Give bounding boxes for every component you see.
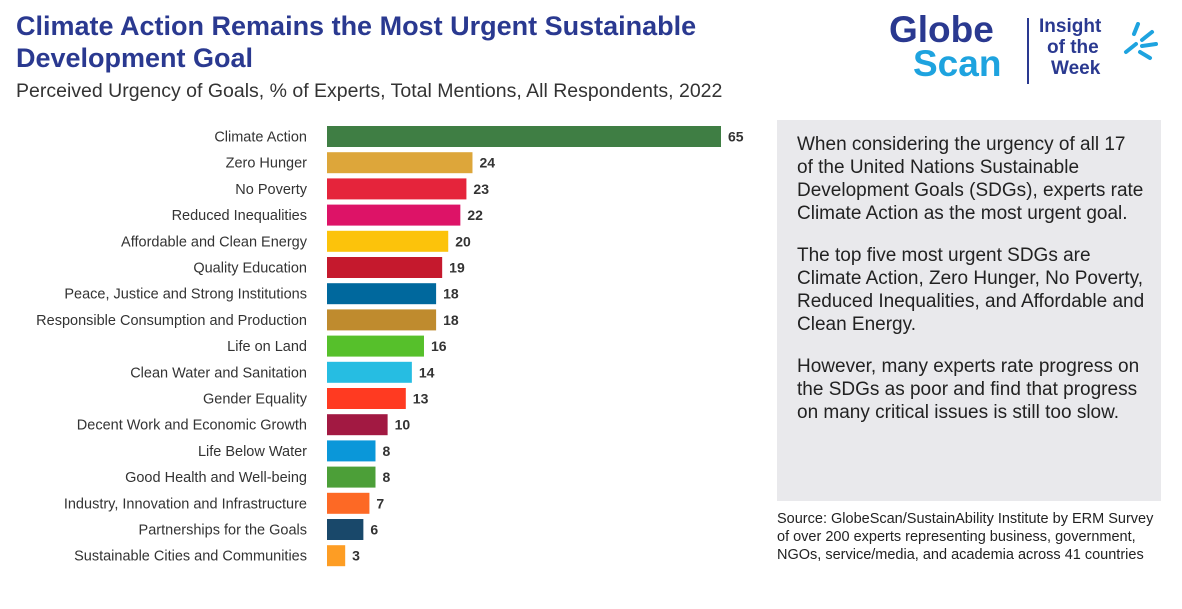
value-label: 24 xyxy=(479,155,495,171)
bar xyxy=(327,309,437,331)
category-label: Affordable and Clean Energy xyxy=(121,234,308,250)
insight-panel: When considering the urgency of all 17 o… xyxy=(777,120,1161,501)
bar xyxy=(327,257,443,278)
category-label: Reduced Inequalities xyxy=(172,208,307,224)
value-label: 13 xyxy=(413,391,429,407)
category-label: Zero Hunger xyxy=(226,156,308,172)
bar xyxy=(327,283,437,305)
bar xyxy=(327,335,424,357)
sparkle-icon xyxy=(1124,22,1158,60)
bar xyxy=(327,492,370,514)
logo-brand-line1: Globe xyxy=(889,9,994,50)
value-label: 23 xyxy=(473,181,489,197)
chart-title: Climate Action Remains the Most Urgent S… xyxy=(16,11,697,73)
insight-paragraph-3: However, many experts rate progress on t… xyxy=(797,356,1140,423)
logo-divider xyxy=(1027,18,1029,84)
value-label: 18 xyxy=(443,286,459,302)
value-label: 22 xyxy=(467,207,483,223)
value-label: 14 xyxy=(419,364,435,380)
category-label: Responsible Consumption and Production xyxy=(36,313,307,329)
bar xyxy=(327,388,406,409)
value-label: 20 xyxy=(455,233,471,249)
value-label: 7 xyxy=(376,495,384,511)
category-label: Climate Action xyxy=(214,130,307,146)
category-label: Life Below Water xyxy=(198,444,307,460)
bar xyxy=(327,230,449,252)
bar xyxy=(327,545,346,567)
bar xyxy=(327,126,721,147)
bar xyxy=(327,414,388,436)
bar xyxy=(327,204,461,226)
bar xyxy=(327,466,376,488)
bar-chart: Climate Action 65 Zero Hunger 24 No Poverty 2… xyxy=(36,126,744,567)
logo-brand-line2: Scan xyxy=(913,43,1002,84)
category-label: Life on Land xyxy=(227,339,307,355)
category-label: Quality Education xyxy=(193,261,307,277)
category-label: Good Health and Well-being xyxy=(125,470,307,486)
bar xyxy=(327,519,364,540)
value-label: 16 xyxy=(431,338,447,354)
category-label: Sustainable Cities and Communities xyxy=(74,549,307,565)
value-label: 18 xyxy=(443,312,459,328)
value-label: 8 xyxy=(382,443,390,459)
globescan-logo: Globe Scan Insight of the Week xyxy=(885,9,1165,84)
category-label: Clean Water and Sanitation xyxy=(130,365,307,381)
category-label: Peace, Justice and Strong Institutions xyxy=(64,287,307,303)
category-label: Industry, Innovation and Infrastructure xyxy=(64,496,307,512)
bar xyxy=(327,440,376,462)
category-label: Gender Equality xyxy=(203,392,308,408)
value-label: 3 xyxy=(352,548,360,564)
value-label: 6 xyxy=(370,522,378,538)
category-label: No Poverty xyxy=(235,182,307,198)
value-label: 10 xyxy=(395,417,411,433)
chart-subtitle: Perceived Urgency of Goals, % of Experts… xyxy=(16,80,723,102)
value-label: 19 xyxy=(449,260,465,276)
logo-tagline-line3: Week xyxy=(1051,58,1101,79)
logo-tagline-line1: Insight xyxy=(1039,16,1102,37)
category-label: Partnerships for the Goals xyxy=(139,523,307,539)
value-label: 8 xyxy=(382,469,390,485)
bar xyxy=(327,152,473,174)
bar xyxy=(327,178,467,200)
insight-paragraph-2: The top five most urgent SDGs are Climat… xyxy=(797,245,1145,335)
value-label: 65 xyxy=(728,129,744,145)
insight-paragraph-1: When considering the urgency of all 17 o… xyxy=(797,134,1144,224)
category-label: Decent Work and Economic Growth xyxy=(77,418,307,434)
bar xyxy=(327,361,412,383)
logo-tagline-line2: of the xyxy=(1047,37,1099,58)
source-note: Source: GlobeScan/SustainAbility Institu… xyxy=(777,511,1154,563)
